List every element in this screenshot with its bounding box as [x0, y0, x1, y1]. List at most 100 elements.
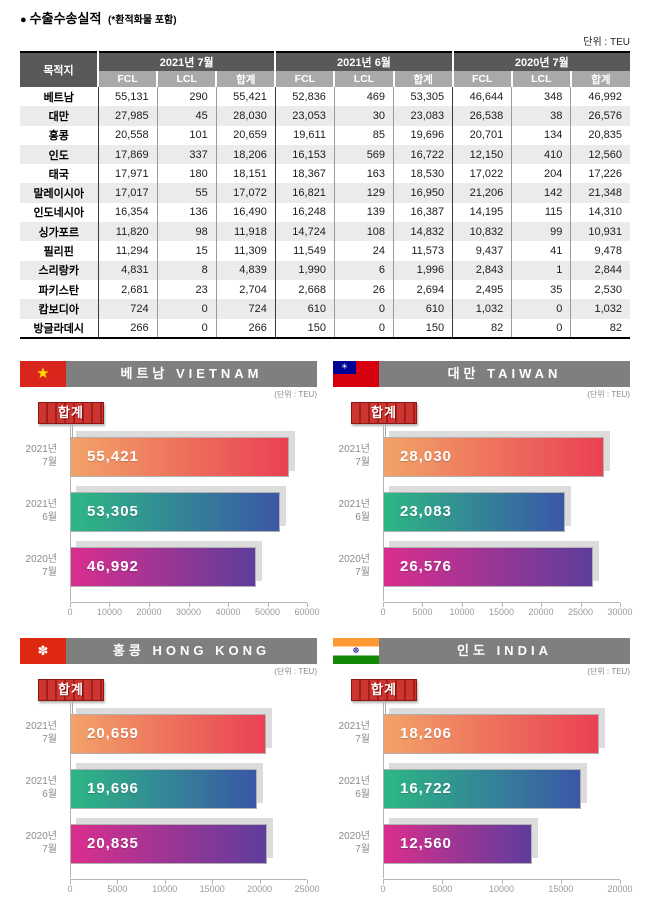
value-cell: 14,724 [274, 222, 335, 242]
value-cell: 17,072 [215, 183, 276, 203]
value-cell: 11,573 [393, 241, 453, 261]
bar-row: 2020년 7월 20,835 [20, 823, 317, 864]
value-cell: 469 [333, 87, 394, 107]
bar-track: 55,421 [70, 436, 307, 477]
chart-unit-label: (단위 : TEU) [274, 389, 317, 399]
chart-title: 홍콩 HONG KONG [112, 642, 271, 658]
value-cell: 142 [511, 183, 571, 203]
value-cell: 2,694 [393, 279, 453, 300]
badge-connector-line [72, 424, 73, 437]
value-cell: 18,206 [215, 144, 276, 165]
export-table: 목적지 2021년 7월 2021년 6월 2020년 7월 FCL LCL 합… [20, 51, 630, 339]
chart-titlebar: ☸ 인도 INDIA [333, 637, 630, 664]
page-title: ● 수출수송실적 (*환적화물 포함) [20, 8, 177, 27]
value-cell: 12,560 [570, 144, 630, 165]
table-row: 말레이시아 17,017 55 17,072 16,821 129 16,950 21,206… [20, 183, 630, 203]
bar: 19,696 [70, 768, 257, 809]
value-cell: 19,611 [274, 125, 335, 145]
value-cell: 11,549 [274, 241, 335, 261]
table-row: 홍콩 20,558 101 20,659 19,611 85 19,696 20,701 134… [20, 125, 630, 145]
bar: 23,083 [383, 491, 566, 532]
x-tick-label: 0 [67, 883, 73, 894]
charts-grid: ★ 베트남 VIETNAM (단위 : TEU) 합계 2021년 7월 55,42… [20, 360, 633, 895]
y-axis-label: 2021년 7월 [338, 444, 370, 468]
col-header-lcl: LCL [510, 71, 571, 87]
bar-track: 46,992 [70, 546, 307, 587]
value-cell: 129 [333, 183, 394, 203]
x-tick-label: 5000 [412, 606, 433, 617]
value-cell: 724 [215, 299, 276, 319]
page-title-text: 수출수송실적 [29, 11, 102, 26]
india-flag: ☸ [333, 637, 379, 664]
bar-track: 18,206 [383, 713, 620, 754]
chart-title: 대만 TAIWAN [447, 365, 562, 381]
value-cell: 16,950 [393, 183, 453, 203]
destination-cell: 캄보디아 [38, 303, 79, 316]
y-axis-label: 2021년 7월 [25, 444, 57, 468]
value-cell: 16,387 [393, 202, 453, 223]
value-cell: 45 [156, 106, 217, 126]
value-cell: 2,495 [452, 279, 512, 300]
value-cell: 4,831 [97, 260, 158, 280]
value-cell: 139 [333, 202, 394, 223]
x-tick-label: 10000 [488, 883, 515, 894]
chart-unit-label: (단위 : TEU) [274, 666, 317, 676]
axis-tick [580, 602, 582, 607]
value-cell: 348 [511, 87, 571, 107]
badge-area: 합계 [333, 401, 630, 437]
bar-track: 20,835 [70, 823, 307, 864]
value-cell: 410 [511, 144, 571, 165]
value-cell: 19,696 [393, 125, 453, 145]
badge-connector-line [385, 424, 386, 437]
bar-row: 2020년 7월 12,560 [333, 823, 630, 864]
bar-value-label: 26,576 [400, 558, 452, 576]
chart-panel: ★ 베트남 VIETNAM (단위 : TEU) 합계 2021년 7월 55,42… [20, 360, 320, 618]
axis-tick [307, 879, 308, 884]
chart-unit-label: (단위 : TEU) [587, 389, 630, 399]
x-tick-label: 5000 [432, 883, 453, 894]
y-axis-label: 2021년 7월 [25, 721, 57, 745]
value-cell: 17,869 [97, 144, 158, 165]
table-row: 파키스탄 2,681 23 2,704 2,668 26 2,694 2,495 35 2,530 [20, 279, 630, 300]
bar-track: 16,722 [383, 768, 620, 809]
value-cell: 204 [511, 164, 571, 184]
col-group-2021-07: 2021년 7월 [96, 52, 276, 71]
flag-canton: ☀ [333, 360, 356, 374]
value-cell: 0 [511, 318, 571, 338]
y-axis-label: 2021년 7월 [338, 721, 370, 745]
value-cell: 27,985 [97, 106, 158, 126]
value-cell: 20,701 [452, 125, 512, 145]
value-cell: 266 [97, 318, 158, 338]
value-cell: 10,832 [452, 222, 512, 242]
value-cell: 2,681 [97, 279, 158, 300]
table-row: 태국 17,971 180 18,151 18,367 163 18,530 17,022 20… [20, 164, 630, 184]
value-cell: 28,030 [215, 106, 276, 126]
x-tick-label: 40000 [215, 606, 241, 617]
value-cell: 26,576 [570, 106, 630, 126]
total-badge-label: 합계 [58, 404, 84, 420]
table-row: 캄보디아 724 0 724 610 0 610 1,032 0 1,032 [20, 299, 630, 319]
destination-cell: 필리핀 [43, 246, 74, 259]
x-tick-label: 15000 [199, 883, 225, 894]
value-cell: 85 [333, 125, 394, 145]
axis-tick [620, 879, 621, 884]
x-tick-label: 10000 [449, 606, 475, 617]
value-cell: 1,032 [570, 299, 630, 319]
value-cell: 14,195 [452, 202, 512, 223]
plot-area: 2021년 7월 55,421 2021년 6월 53,305 2020년 7월 46,992 … [20, 424, 320, 618]
bar: 16,722 [383, 768, 582, 809]
chart-titlebar: ☀ 대만 TAIWAN [333, 360, 630, 387]
axis-tick [620, 602, 621, 607]
value-cell: 0 [511, 299, 571, 319]
value-cell: 2,843 [452, 260, 512, 280]
value-cell: 2,844 [570, 260, 630, 280]
value-cell: 610 [274, 299, 335, 319]
bar-row: 2020년 7월 26,576 [333, 546, 630, 587]
table-row: 베트남 55,131 290 55,421 52,836 469 53,305 46,644 3… [20, 87, 630, 107]
chakra-icon: ☸ [352, 645, 360, 655]
y-axis-label: 2020년 7월 [25, 554, 57, 578]
badge-area: 합계 [20, 401, 317, 437]
hongkong-flag: ✽ [20, 637, 66, 664]
value-cell: 12,150 [452, 144, 512, 165]
value-cell: 150 [393, 318, 453, 338]
